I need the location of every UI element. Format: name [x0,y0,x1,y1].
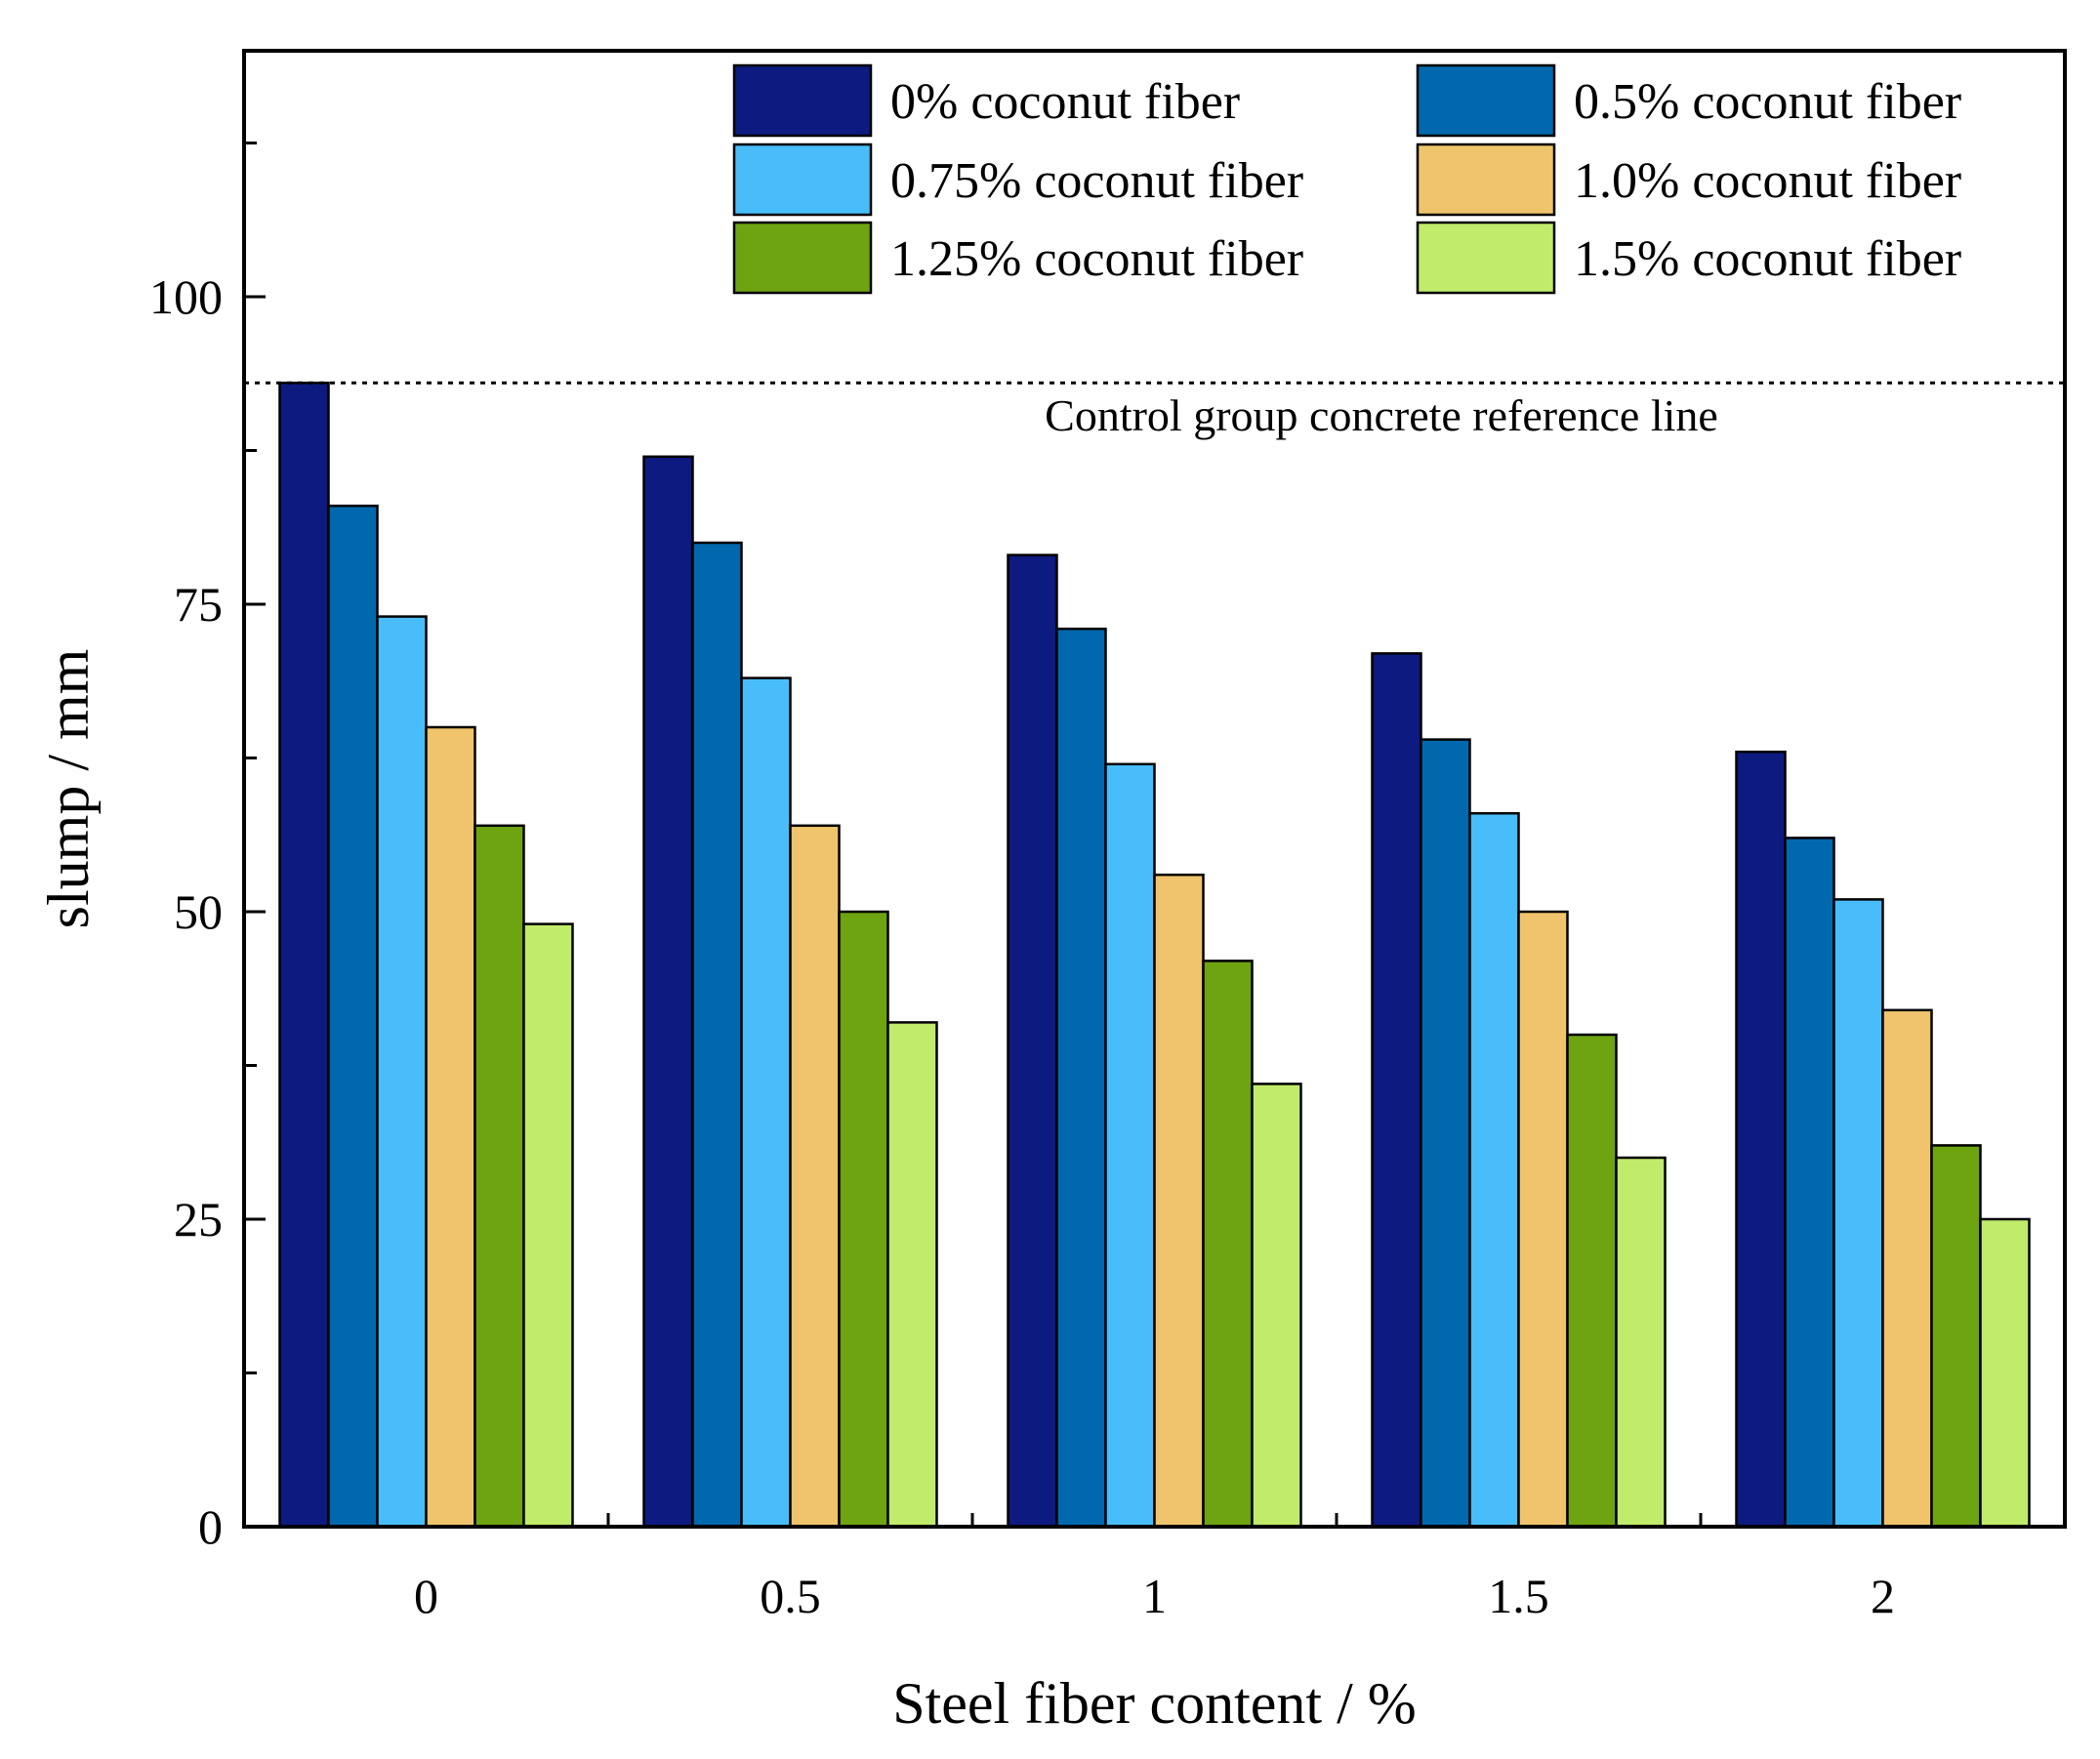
bar-0.5-series-6 [886,1021,938,1529]
x-tick-label: 0.5 [760,1569,821,1623]
y-tick-label: 50 [174,884,223,939]
bar-0.5-series-2 [691,541,743,1529]
bar-2-series-4 [1881,1008,1933,1529]
bar-2-series-5 [1930,1144,1982,1529]
bar-2-series-1 [1735,750,1787,1529]
legend-swatch-1 [732,63,873,138]
legend-label-3: 0.75% coconut fiber [890,153,1303,209]
bar-1-series-2 [1055,627,1107,1529]
bar-0.5-series-1 [642,455,694,1529]
bar-1.5-series-4 [1517,910,1569,1529]
bar-1-series-6 [1251,1083,1302,1529]
x-axis-title: Steel fiber content / % [892,1671,1416,1736]
axes-group: 0 25 50 75 100 0 0.5 1 1.5 2 [149,49,2067,1623]
bars-group [278,381,2031,1529]
bar-2-series-3 [1832,898,1884,1529]
legend: 0% coconut fiber 0.5% coconut fiber 0.75% … [732,63,1961,295]
y-tick-label: 25 [174,1192,223,1247]
legend-swatch-5 [732,221,873,295]
x-tick-label: 2 [1871,1569,1895,1623]
legend-label-4: 1.0% coconut fiber [1574,153,1961,209]
legend-label-2: 0.5% coconut fiber [1574,74,1961,130]
bar-0-series-3 [376,615,428,1529]
bar-1-series-3 [1104,762,1156,1529]
bar-0-series-2 [327,504,379,1529]
bar-0-series-6 [522,922,574,1529]
legend-label-6: 1.5% coconut fiber [1574,231,1961,287]
bar-0.5-series-5 [838,910,889,1529]
legend-label-5: 1.25% coconut fiber [890,231,1303,287]
bar-1.5-series-5 [1566,1033,1618,1529]
legend-swatch-6 [1416,221,1556,295]
legend-label-1: 0% coconut fiber [890,74,1240,130]
bar-0-series-1 [278,381,330,1529]
bar-1-series-1 [1007,553,1058,1529]
bar-1.5-series-3 [1468,811,1520,1529]
legend-swatch-4 [1416,143,1556,217]
bar-0-series-5 [474,824,525,1529]
bar-1-series-5 [1202,960,1254,1529]
y-tick-label: 75 [174,577,223,632]
x-tick-label: 1 [1142,1569,1167,1623]
x-tick-label: 0 [414,1569,438,1623]
legend-swatch-2 [1416,63,1556,138]
bar-1.5-series-6 [1615,1156,1667,1529]
bar-0.5-series-3 [740,676,792,1529]
y-axis-title: slump / mm [36,649,101,929]
bar-1-series-4 [1153,873,1205,1529]
bar-0.5-series-4 [789,824,841,1529]
legend-swatch-3 [732,143,873,217]
bar-0-series-4 [425,725,476,1529]
y-tick-label: 100 [149,269,223,324]
bar-2-series-6 [1979,1217,2031,1529]
bar-1.5-series-1 [1371,652,1422,1529]
plot-frame [242,49,2067,1529]
bar-1.5-series-2 [1420,738,1471,1529]
x-tick-label: 1.5 [1488,1569,1549,1623]
reference-line-label: Control group concrete reference line [1045,390,1718,440]
y-tick-label: 0 [198,1499,223,1554]
bar-2-series-2 [1784,837,1835,1529]
